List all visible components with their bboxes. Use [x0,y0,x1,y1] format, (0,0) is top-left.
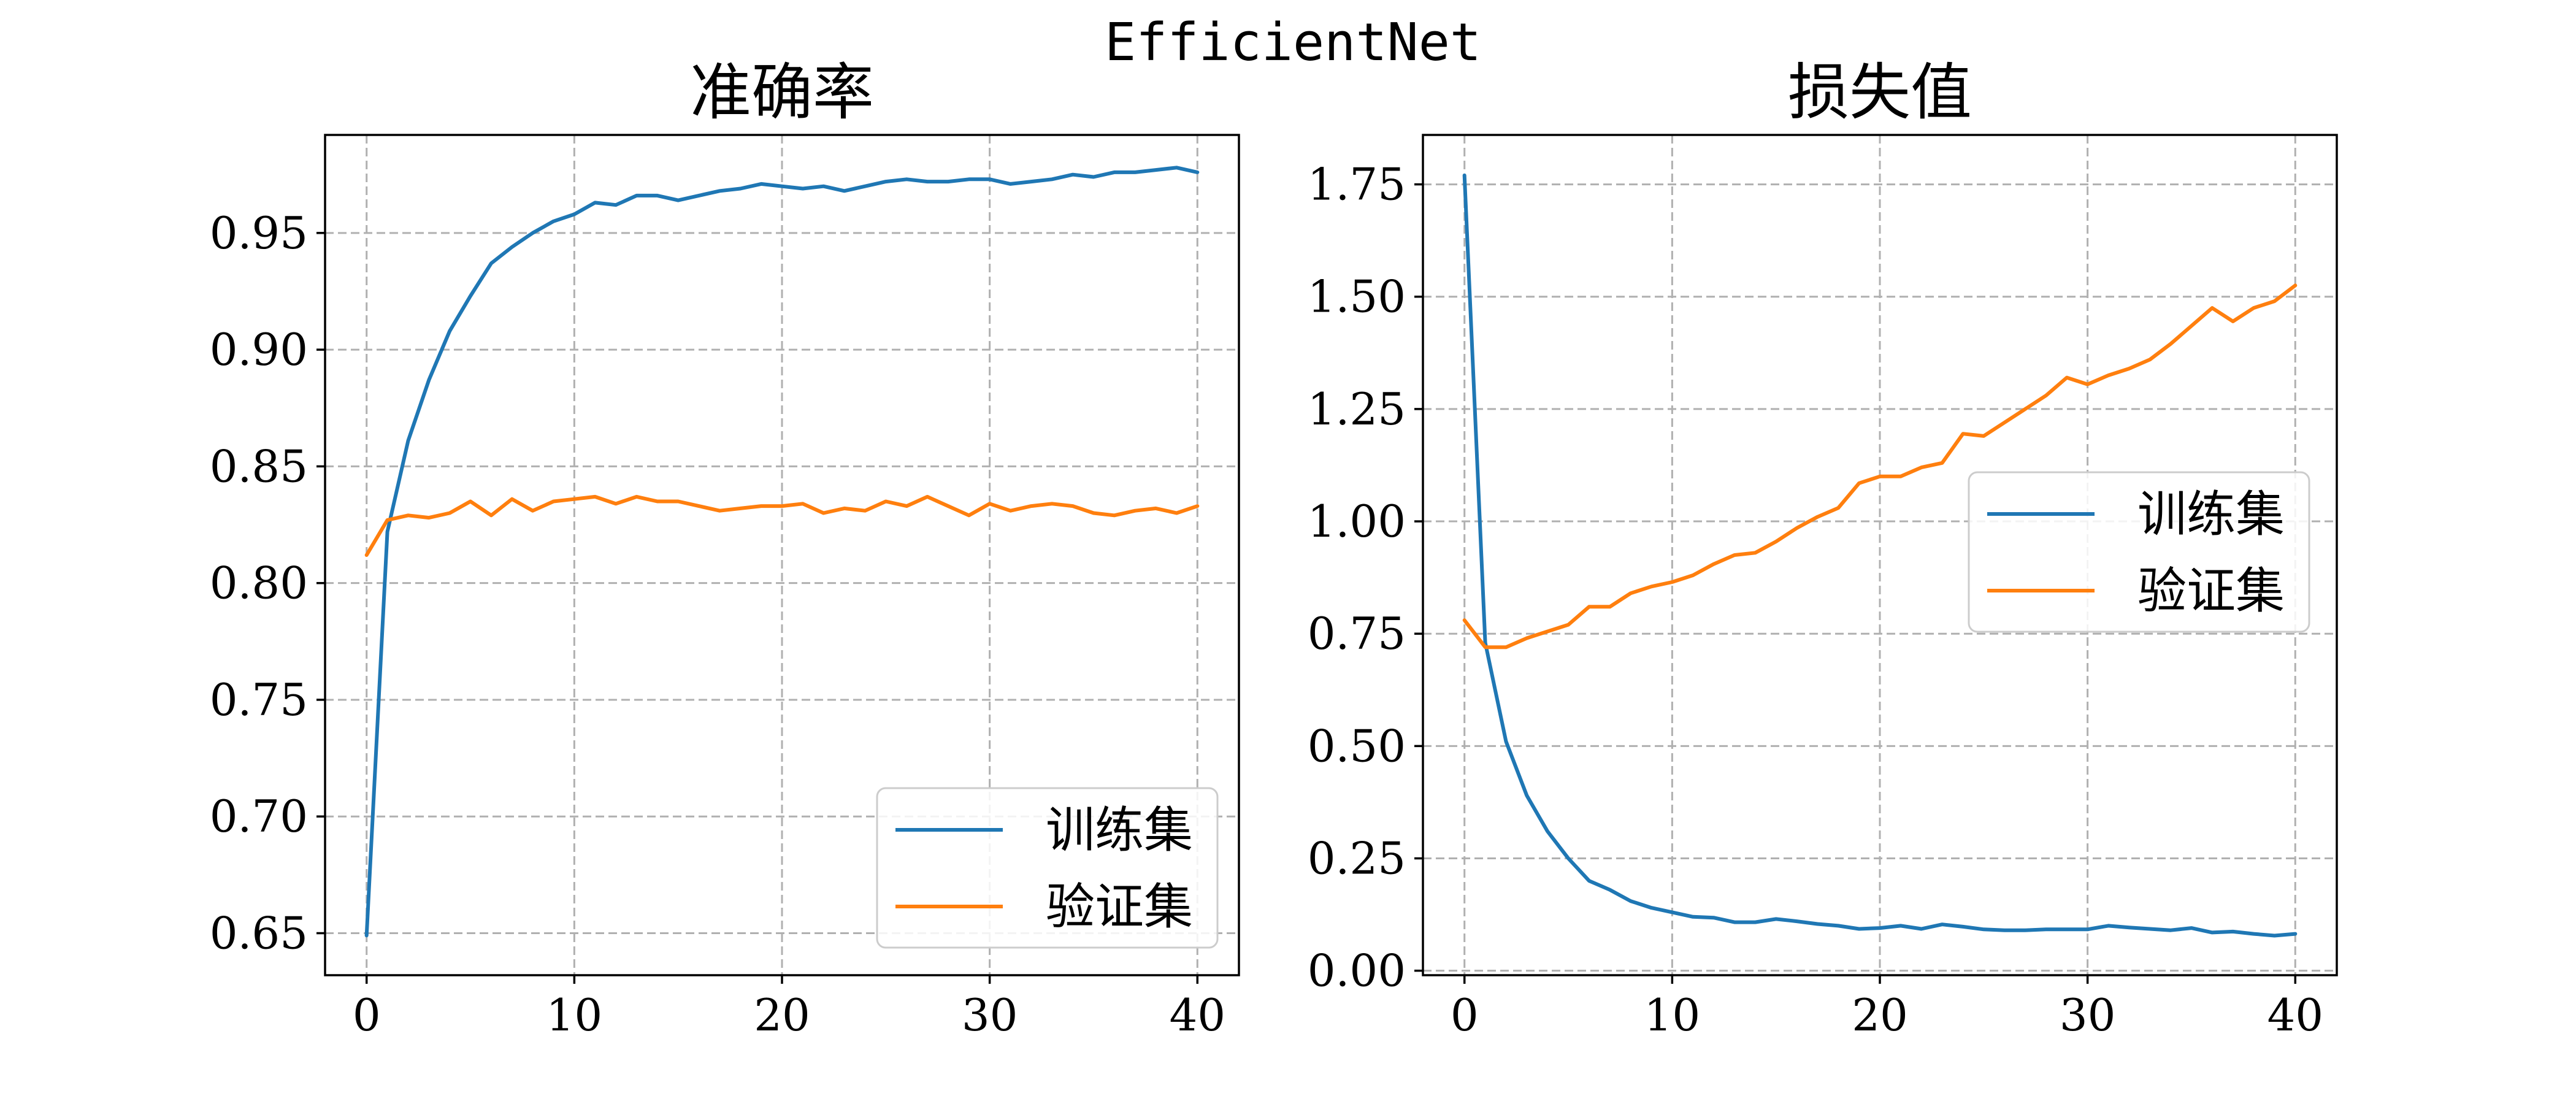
y-tick-label: 0.00 [1308,945,1406,997]
legend-label: 验证集 [2137,562,2285,619]
y-tick-label: 1.75 [1308,159,1406,210]
x-tick-label: 30 [2060,989,2116,1041]
panel-title: 损失值 [1788,56,1972,128]
x-tick-label: 40 [1169,989,1225,1041]
x-tick-label: 0 [353,989,381,1041]
legend-label: 训练集 [1046,802,1193,859]
x-tick-label: 10 [1644,989,1701,1041]
y-tick-label: 0.50 [1308,720,1406,772]
series-line-train [364,166,1200,938]
y-tick-label: 1.50 [1308,271,1406,323]
legend-label: 验证集 [1046,878,1193,935]
loss-panel: 损失值 0 10 20 30 40 0.00 0.25 0.50 0.75 1.00 1.25 1.50… [1308,56,2338,1041]
x-tick-label: 0 [1451,989,1479,1041]
accuracy-panel: 准确率 0 10 20 30 40 0.65 0.70 0.75 0.80 0.85 0.90 0.95… [210,56,1240,1041]
series-line-validation [364,494,1200,557]
figure-suptitle: EfficientNet [1105,12,1481,73]
y-tick-label: 0.75 [1308,608,1406,659]
y-tick-label: 0.95 [210,207,308,259]
x-tick-label: 40 [2267,989,2323,1041]
panel-title: 准确率 [690,56,874,128]
y-tick-label: 0.25 [1308,833,1406,884]
y-tick-label: 1.25 [1308,383,1406,435]
y-tick-label: 0.85 [210,440,308,492]
x-tick-label: 20 [754,989,810,1041]
y-tick-label: 0.75 [210,674,308,726]
series-line-validation [1462,283,2298,650]
x-tick-label: 10 [546,989,603,1041]
y-tick-label: 0.70 [210,791,308,842]
y-tick-label: 0.80 [210,558,308,609]
series-line-train [1462,173,2298,938]
x-tick-label: 30 [962,989,1018,1041]
x-tick-label: 20 [1852,989,1908,1041]
legend-label: 训练集 [2137,486,2285,543]
y-tick-label: 1.00 [1308,496,1406,547]
y-tick-label: 0.90 [210,324,308,375]
y-tick-label: 0.65 [210,908,308,959]
